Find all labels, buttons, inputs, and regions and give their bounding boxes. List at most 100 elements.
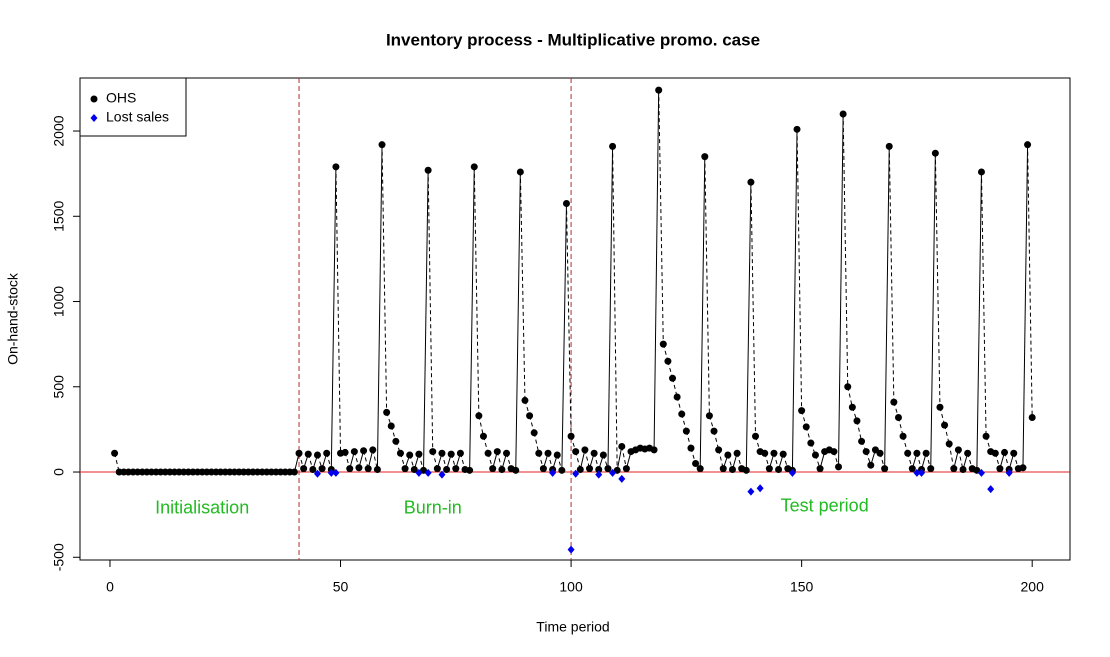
y-tick-label: 2000 xyxy=(51,115,67,146)
ohs-segment xyxy=(515,171,521,471)
ohs-point xyxy=(931,149,939,157)
ohs-point xyxy=(498,465,506,473)
lost-sales-point xyxy=(918,468,926,477)
plot-frame xyxy=(79,77,1071,561)
ohs-point xyxy=(724,451,732,459)
lost-sales-point xyxy=(913,468,921,477)
ohs-segment xyxy=(980,171,987,437)
ohs-point xyxy=(493,448,501,456)
ohs-point xyxy=(1028,413,1036,421)
y-tick-label: 1500 xyxy=(51,200,67,231)
lost-sales-point xyxy=(438,470,446,479)
ohs-segment xyxy=(699,156,706,469)
ohs-point xyxy=(420,466,428,474)
ohs-segment xyxy=(888,146,895,403)
lost-sales-point xyxy=(788,468,796,477)
ohs-point xyxy=(908,465,916,473)
ohs-point xyxy=(747,178,755,186)
ohs-point xyxy=(659,340,667,348)
ohs-point xyxy=(844,383,852,391)
ohs-point xyxy=(475,412,483,420)
ohs-point xyxy=(599,451,607,459)
ohs-point xyxy=(705,412,713,420)
ohs-point xyxy=(687,444,695,452)
ohs-point xyxy=(355,464,363,472)
ohs-point xyxy=(479,432,487,440)
ohs-point xyxy=(728,465,736,473)
lost-sales-point xyxy=(747,487,755,496)
ohs-point xyxy=(539,465,547,473)
ohs-point xyxy=(590,449,598,457)
ohs-point xyxy=(941,421,949,429)
ohs-point xyxy=(862,448,870,456)
ohs-point xyxy=(622,465,630,473)
annotation: Burn-in xyxy=(404,497,462,517)
ohs-point xyxy=(613,466,621,474)
ohs-segment xyxy=(930,153,936,469)
ohs-point xyxy=(655,86,663,94)
ohs-point xyxy=(719,465,727,473)
ohs-point xyxy=(876,449,884,457)
ohs-segment xyxy=(704,156,710,416)
ohs-point xyxy=(323,449,331,457)
ohs-point xyxy=(558,466,566,474)
ohs-point xyxy=(373,465,381,473)
ohs-point xyxy=(360,447,368,455)
legend-box xyxy=(79,77,187,137)
annotation: Initialisation xyxy=(155,497,249,517)
ohs-segment xyxy=(423,170,429,471)
ohs-point xyxy=(429,448,437,456)
ohs-point xyxy=(406,451,414,459)
ohs-point xyxy=(396,449,404,457)
ohs-point xyxy=(692,459,700,467)
ohs-point xyxy=(415,450,423,458)
ohs-point xyxy=(664,357,672,365)
ohs-segment xyxy=(653,90,660,450)
ohs-point xyxy=(954,446,962,454)
ohs-point xyxy=(802,423,810,431)
ohs-point xyxy=(318,465,326,473)
ohs-point xyxy=(701,153,709,161)
x-tick-label: 50 xyxy=(333,579,349,595)
ohs-segment xyxy=(1022,144,1029,468)
ohs-point xyxy=(438,449,446,457)
ohs-point xyxy=(567,432,575,440)
ohs-point xyxy=(885,142,893,150)
ohs-point xyxy=(530,429,538,437)
ohs-point xyxy=(470,163,478,171)
ohs-point xyxy=(369,446,377,454)
lost-sales-point xyxy=(1005,468,1013,477)
ohs-point xyxy=(835,463,843,471)
ohs-segment xyxy=(519,171,526,401)
lost-sales-point xyxy=(977,468,985,477)
lost-sales-point xyxy=(618,474,626,483)
ohs-point xyxy=(424,166,432,174)
ohs-point xyxy=(562,199,570,207)
ohs-point xyxy=(618,442,626,450)
ohs-segment xyxy=(948,443,955,469)
ohs-point xyxy=(710,427,718,435)
ohs-point xyxy=(378,141,386,149)
ohs-point xyxy=(1010,449,1018,457)
ohs-point xyxy=(881,465,889,473)
ohs-segment xyxy=(335,166,342,454)
ohs-point xyxy=(452,465,460,473)
ohs-segment xyxy=(612,146,618,471)
ohs-segment xyxy=(330,166,337,470)
ohs-point xyxy=(894,413,902,421)
ohs-point xyxy=(765,465,773,473)
ohs-point xyxy=(350,448,358,456)
ohs-point xyxy=(484,449,492,457)
ohs-segment xyxy=(616,446,623,471)
ohs-point xyxy=(853,417,861,425)
ohs-point xyxy=(553,451,561,459)
ohs-segment xyxy=(565,203,572,437)
ohs-segment xyxy=(745,182,752,471)
ohs-point xyxy=(456,449,464,457)
ohs-segment xyxy=(796,129,803,411)
ohs-point xyxy=(401,465,409,473)
ohs-point xyxy=(111,449,119,457)
ohs-point xyxy=(503,449,511,457)
ohs-point xyxy=(309,465,317,473)
ohs-point xyxy=(576,465,584,473)
